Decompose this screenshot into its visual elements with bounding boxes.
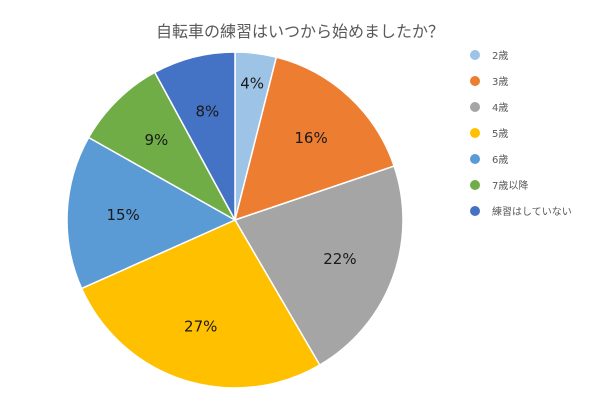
pie-value-label-3: 22%	[323, 250, 356, 268]
pie-slice-6	[87, 71, 237, 222]
legend-item-5: 6歳	[470, 152, 572, 166]
legend-label: 4歳	[492, 103, 509, 114]
legend-item-3: 4歳	[470, 100, 572, 114]
legend-swatch	[470, 153, 480, 164]
legend-swatch	[470, 101, 480, 112]
legend-item-2: 3歳	[470, 74, 572, 88]
pie-slices	[66, 51, 404, 389]
legend-item-6: 7歳以降	[470, 178, 572, 192]
legend-swatch	[470, 75, 480, 86]
pie-value-label-2: 16%	[294, 129, 327, 147]
legend-label: 練習はしていない	[492, 207, 572, 218]
pie-slice-7	[153, 51, 236, 221]
legend-swatch	[470, 49, 480, 60]
pie-value-labels: 4% 16% 22% 27% 15% 9% 8%	[106, 74, 356, 335]
pie-slice-3	[233, 165, 404, 367]
legend-label: 2歳	[492, 51, 509, 62]
legend-item-1: 2歳	[470, 48, 572, 62]
pie-value-label-7: 8%	[196, 102, 220, 120]
chart-title: 自転車の練習はいつから始めましたか？	[155, 22, 444, 41]
pie-value-label-1: 4%	[240, 74, 264, 92]
legend-item-4: 5歳	[470, 126, 572, 140]
pie-slice-5	[66, 136, 237, 290]
legend-label: 3歳	[492, 77, 509, 88]
legend-swatch	[470, 179, 480, 190]
legend-label: 7歳以降	[492, 181, 529, 192]
pie-value-label-4: 27%	[184, 318, 217, 336]
legend-item-7: 練習はしていない	[470, 204, 572, 218]
pie-value-label-5: 15%	[106, 206, 139, 224]
legend-swatch	[470, 205, 480, 216]
pie-value-label-6: 9%	[145, 131, 169, 149]
legend-label: 6歳	[492, 155, 509, 166]
chart-legend: 2歳 3歳 4歳 5歳 6歳 7歳以降練習はしていない	[470, 48, 572, 230]
legend-swatch	[470, 127, 480, 138]
legend-label: 5歳	[492, 129, 509, 140]
